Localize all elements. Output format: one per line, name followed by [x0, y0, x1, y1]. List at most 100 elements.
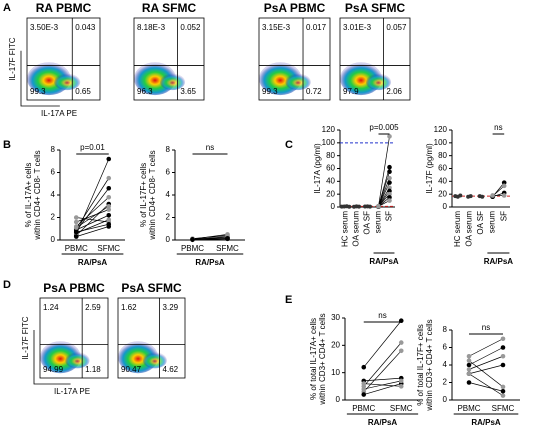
pair-line — [192, 237, 228, 240]
data-point — [106, 221, 112, 227]
panel-label: A — [3, 2, 11, 14]
x-tick-label: HC serum — [341, 211, 350, 247]
quadrant-value: 1.62 — [121, 303, 137, 312]
pair-line — [192, 238, 228, 241]
significance-label: ns — [206, 143, 214, 152]
y-tick-label: 2 — [166, 213, 171, 222]
y-tick-label: 100 — [434, 138, 448, 147]
data-point — [361, 392, 367, 397]
pair-line — [76, 223, 109, 233]
significance-label: ns — [378, 311, 386, 320]
y-axis-label: % of IL-17A+ cells — [24, 163, 33, 228]
group-label: RA/PsA — [471, 418, 501, 427]
y-tick-label: 4 — [443, 360, 448, 369]
data-point — [387, 164, 392, 170]
pair-line — [468, 360, 504, 388]
data-point — [106, 203, 112, 209]
y-axis-label: IL-17F (pg/ml) — [425, 143, 434, 194]
y-tick-label: 120 — [322, 125, 336, 134]
data-point — [368, 204, 372, 209]
plot-frame — [117, 297, 186, 379]
group-label: RA/PsA — [195, 258, 225, 267]
density — [54, 73, 81, 91]
pair-line — [76, 205, 109, 228]
y-tick-label: 80 — [326, 151, 335, 160]
pair-line — [75, 177, 110, 229]
quadrant-value: 0.057 — [386, 23, 407, 32]
plot-title: PsA PBMC — [43, 281, 105, 295]
data-point — [190, 237, 195, 242]
pair-line — [192, 235, 228, 239]
pair-line — [192, 237, 228, 240]
y-axis-label: IL-17F FITC — [21, 316, 30, 359]
data-point — [500, 353, 506, 359]
x-tick-label: HC serum — [453, 211, 462, 247]
data-point — [500, 388, 506, 394]
quadrant-value: 99.3 — [30, 87, 46, 96]
y-tick-label: 4 — [51, 190, 56, 199]
data-point — [361, 364, 367, 370]
y-tick-label: 8 — [166, 145, 171, 154]
data-point — [500, 384, 506, 390]
y-tick-label: 10 — [331, 368, 340, 377]
data-point — [106, 175, 112, 181]
x-tick-label: SFMC — [390, 404, 413, 413]
quadrant-value: 4.62 — [163, 365, 179, 374]
data-point — [480, 194, 485, 199]
quadrant-value: 2.59 — [85, 303, 101, 312]
x-tick-label: SFMC — [97, 244, 120, 253]
data-point — [73, 234, 79, 239]
data-point — [468, 194, 473, 199]
quadrant-value: 3.65 — [180, 87, 196, 96]
plot-frame — [39, 297, 109, 379]
data-point — [458, 193, 463, 198]
quadrant-value: 96.3 — [137, 87, 153, 96]
y-tick-label: 0 — [331, 202, 336, 211]
x-tick-label: OA SF — [363, 211, 372, 235]
data-point — [466, 371, 472, 377]
pair-line — [363, 342, 402, 387]
quadrant-value: 0.72 — [306, 87, 322, 96]
data-point — [387, 175, 392, 181]
y-tick-label: 60 — [326, 164, 335, 173]
data-point — [387, 134, 392, 139]
density — [142, 352, 167, 369]
pair-line — [76, 226, 109, 237]
data-point — [501, 180, 507, 185]
y-tick-label: 6 — [51, 168, 56, 177]
y-axis-label: IL-17F FITC — [8, 37, 17, 80]
y-tick-label: 120 — [434, 125, 448, 134]
plot-title: PsA PBMC — [264, 1, 326, 15]
data-point — [466, 353, 472, 359]
quadrant-value: 1.24 — [43, 303, 59, 312]
quadrant-value: 0.043 — [75, 23, 96, 32]
panel-label: B — [3, 139, 11, 151]
density — [365, 73, 392, 91]
y-axis-label: within CD3+ CD4+ T cells — [318, 313, 327, 405]
data-point — [501, 193, 507, 198]
y-tick-label: 20 — [438, 189, 447, 198]
pair-line — [76, 196, 109, 227]
significance-label: ns — [482, 323, 490, 332]
y-tick-label: 0 — [443, 395, 448, 404]
x-tick-label: PBMC — [65, 244, 88, 253]
significance-label: p=0.01 — [80, 143, 105, 152]
x-tick-label: PBMC — [181, 244, 204, 253]
data-point — [387, 188, 392, 194]
pair-line — [75, 158, 110, 235]
y-tick-label: 40 — [438, 176, 447, 185]
data-point — [361, 381, 367, 386]
x-axis-label: IL-17A PE — [41, 109, 77, 118]
x-tick-label: serum — [488, 211, 497, 234]
y-tick-label: 8 — [51, 145, 56, 154]
quadrant-value: 94.99 — [43, 365, 64, 374]
x-tick-label: SF — [499, 211, 508, 221]
y-axis-label: % of total IL-17F+ cells — [416, 324, 425, 406]
pair-line — [468, 364, 504, 375]
quadrant-value: 3.01E-3 — [343, 23, 372, 32]
data-point — [357, 204, 361, 209]
data-point — [500, 393, 506, 398]
y-tick-label: 20 — [331, 340, 340, 349]
data-point — [106, 194, 112, 200]
